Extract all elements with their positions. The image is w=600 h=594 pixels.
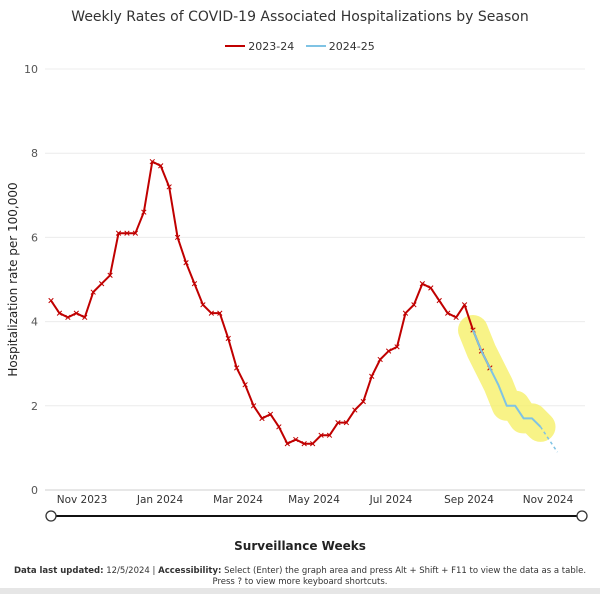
data-point-2023-24[interactable]: [141, 209, 147, 215]
data-point-2023-24[interactable]: [301, 441, 307, 447]
updated-label: Data last updated:: [13, 566, 104, 576]
data-point-2023-24[interactable]: [149, 158, 155, 165]
y-tick-label: 8: [31, 147, 38, 160]
data-point-2023-24[interactable]: [461, 302, 468, 308]
x-tick-label: Nov 2023: [57, 494, 108, 506]
data-point-2023-24[interactable]: [385, 348, 392, 354]
data-point-2023-24[interactable]: [309, 441, 316, 447]
x-tick-label: Mar 2024: [213, 494, 263, 506]
y-axis-title: Hospitalization rate per 100,000: [6, 182, 20, 376]
data-point-2023-24[interactable]: [124, 230, 130, 236]
data-point-2023-24[interactable]: [56, 310, 63, 316]
legend-label-2024-25: 2024-25: [328, 39, 375, 53]
x-tick-label: Jan 2024: [136, 494, 184, 506]
data-point-2023-24[interactable]: [377, 356, 383, 363]
legend-label-2023-24: 2023-24: [248, 39, 295, 53]
x-tick-label: Jul 2024: [369, 494, 413, 506]
data-point-2023-24[interactable]: [242, 382, 248, 388]
data-point-2023-24[interactable]: [326, 432, 333, 438]
x-axis-title: Surveillance Weeks: [234, 539, 366, 553]
x-tick-label: Nov 2024: [523, 494, 574, 506]
y-tick-label: 10: [24, 63, 38, 76]
footer-note: Data last updated: 12/5/2024 | Accessibi…: [0, 566, 600, 588]
legend-swatch-2024-25: [305, 45, 326, 47]
data-point-2023-24[interactable]: [453, 314, 459, 321]
data-point-2023-24[interactable]: [394, 344, 400, 350]
shortcuts-text: Press ? to view more keyboard shortcuts.: [212, 577, 388, 587]
chart-title: Weekly Rates of COVID-19 Associated Hosp…: [71, 9, 529, 25]
data-point-2023-24[interactable]: [259, 415, 265, 422]
data-point-2023-24[interactable]: [284, 441, 290, 447]
data-point-2023-24[interactable]: [276, 424, 282, 430]
accessibility-text: Select (Enter) the graph area and press …: [224, 566, 587, 576]
data-point-2023-24[interactable]: [225, 335, 231, 342]
data-point-2023-24[interactable]: [267, 411, 274, 417]
data-point-2023-24[interactable]: [115, 230, 122, 236]
data-point-2023-24[interactable]: [200, 302, 206, 308]
data-point-2023-24[interactable]: [369, 373, 375, 379]
data-point-2023-24[interactable]: [343, 419, 350, 426]
range-slider-handle-start[interactable]: [45, 510, 57, 522]
data-point-2023-24[interactable]: [402, 310, 409, 316]
data-point-2023-24[interactable]: [293, 436, 299, 443]
data-point-2023-24[interactable]: [445, 310, 451, 316]
bottom-scrollbar: [0, 588, 600, 594]
series-projection-2024-25: [539, 426, 559, 453]
data-point-2023-24[interactable]: [360, 398, 366, 405]
data-point-2023-24[interactable]: [107, 272, 113, 278]
data-point-2023-24[interactable]: [208, 310, 215, 316]
data-point-2023-24[interactable]: [318, 432, 324, 438]
data-point-2023-24[interactable]: [98, 281, 105, 287]
y-tick-label: 2: [31, 400, 38, 413]
data-point-2023-24[interactable]: [250, 403, 257, 409]
data-point-2023-24[interactable]: [158, 163, 164, 169]
data-point-2023-24[interactable]: [48, 297, 54, 304]
data-point-2023-24[interactable]: [436, 297, 442, 304]
legend-item-2023-24[interactable]: 2023-24: [225, 40, 294, 53]
data-point-2023-24[interactable]: [234, 365, 240, 371]
legend-item-2024-25[interactable]: 2024-25: [305, 39, 375, 53]
x-tick-label: Sep 2024: [444, 494, 494, 506]
updated-value: 12/5/2024: [106, 566, 150, 576]
legend-swatch-2023-24: [225, 45, 246, 47]
data-point-2023-24[interactable]: [411, 302, 417, 308]
data-point-2023-24[interactable]: [82, 314, 88, 321]
data-point-2023-24[interactable]: [428, 285, 434, 291]
accessibility-label: Accessibility:: [158, 566, 222, 576]
footer-separator: |: [152, 566, 156, 576]
x-tick-label: May 2024: [288, 494, 340, 506]
y-tick-label: 4: [31, 316, 38, 329]
data-point-2023-24[interactable]: [183, 260, 189, 266]
data-point-2023-24[interactable]: [217, 310, 223, 316]
data-point-2023-24[interactable]: [352, 407, 358, 413]
y-tick-label: 0: [31, 484, 38, 497]
data-point-2023-24[interactable]: [191, 281, 198, 287]
data-point-2023-24[interactable]: [166, 184, 172, 190]
range-slider-handle-end[interactable]: [576, 510, 588, 522]
data-point-2023-24[interactable]: [65, 314, 71, 321]
data-point-2023-24[interactable]: [90, 289, 96, 295]
data-point-2023-24[interactable]: [174, 234, 181, 241]
y-tick-label: 6: [31, 231, 38, 244]
data-point-2023-24[interactable]: [132, 230, 139, 236]
series-line-2023-24: [50, 160, 491, 445]
data-point-2023-24[interactable]: [335, 419, 341, 426]
data-point-2023-24[interactable]: [73, 310, 79, 316]
highlight-annotation: [458, 315, 556, 442]
series-line-2024-25: [472, 329, 542, 428]
data-point-2023-24[interactable]: [419, 281, 426, 287]
chart-legend: 2023-24 2024-25: [0, 37, 600, 53]
